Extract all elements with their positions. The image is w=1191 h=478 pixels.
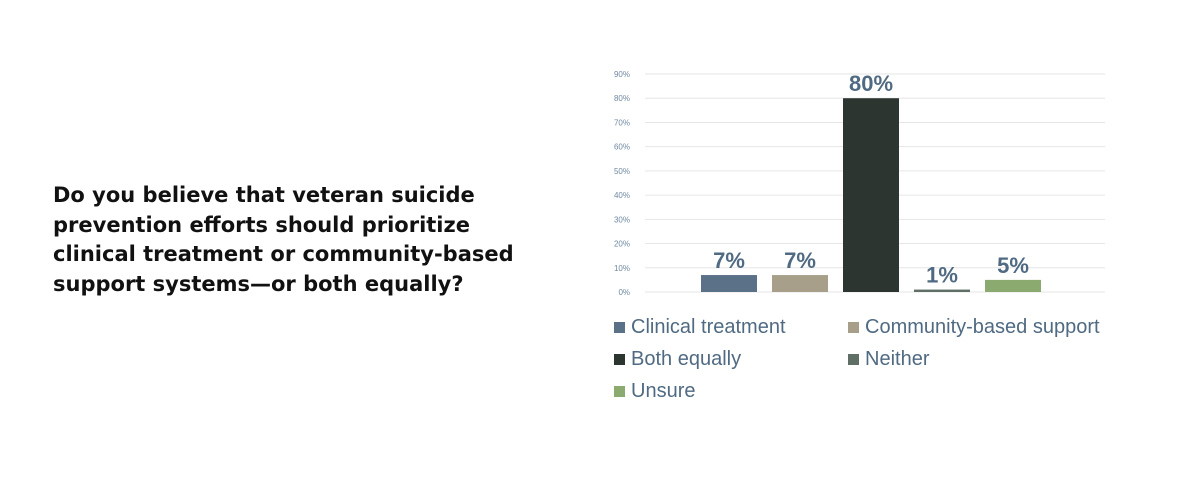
legend-swatch <box>848 354 859 365</box>
y-tick-label: 20% <box>614 240 630 249</box>
data-label: 80% <box>849 71 893 96</box>
legend-label: Neither <box>865 348 930 370</box>
legend-item: Both equally <box>614 348 741 371</box>
legend-item: Clinical treatment <box>614 316 786 339</box>
bar-chart-svg: 0% 10% 20% 30% 40% 50% 60% 70% 80% 90% 7% 7% 80% 1% 5… <box>614 70 1105 297</box>
data-label: 5% <box>997 253 1029 278</box>
y-tick-label: 90% <box>614 70 630 79</box>
legend-label: Community-based support <box>865 316 1100 338</box>
bar-chart: 0% 10% 20% 30% 40% 50% 60% 70% 80% 90% 7% 7% 80% 1% 5… <box>600 60 1160 310</box>
survey-question: Do you believe that veteran suicide prev… <box>53 183 514 296</box>
data-label: 7% <box>784 248 816 273</box>
y-tick-label: 60% <box>614 143 630 152</box>
legend-item: Neither <box>848 348 929 371</box>
legend-swatch <box>614 322 625 333</box>
legend-swatch <box>614 386 625 397</box>
y-tick-label: 10% <box>614 264 630 273</box>
bar-both-equally <box>843 98 899 292</box>
y-tick-label: 70% <box>614 118 630 127</box>
legend-swatch <box>614 354 625 365</box>
legend-label: Clinical treatment <box>631 316 786 338</box>
legend-label: Unsure <box>631 380 696 402</box>
bar-community-based-support <box>772 275 828 292</box>
y-tick-label: 50% <box>614 167 630 176</box>
bar-unsure <box>985 279 1041 292</box>
y-tick-label: 30% <box>614 215 630 224</box>
legend-item: Unsure <box>614 380 695 403</box>
legend-swatch <box>848 322 859 333</box>
legend-item: Community-based support <box>848 316 1100 339</box>
y-tick-label: 40% <box>614 191 630 200</box>
bar-clinical-treatment <box>701 275 757 292</box>
y-tick-label: 0% <box>618 288 630 297</box>
y-tick-label: 80% <box>614 94 630 103</box>
bar-neither <box>914 289 970 292</box>
legend-label: Both equally <box>631 348 742 370</box>
data-label: 1% <box>926 263 958 288</box>
data-label: 7% <box>713 248 745 273</box>
